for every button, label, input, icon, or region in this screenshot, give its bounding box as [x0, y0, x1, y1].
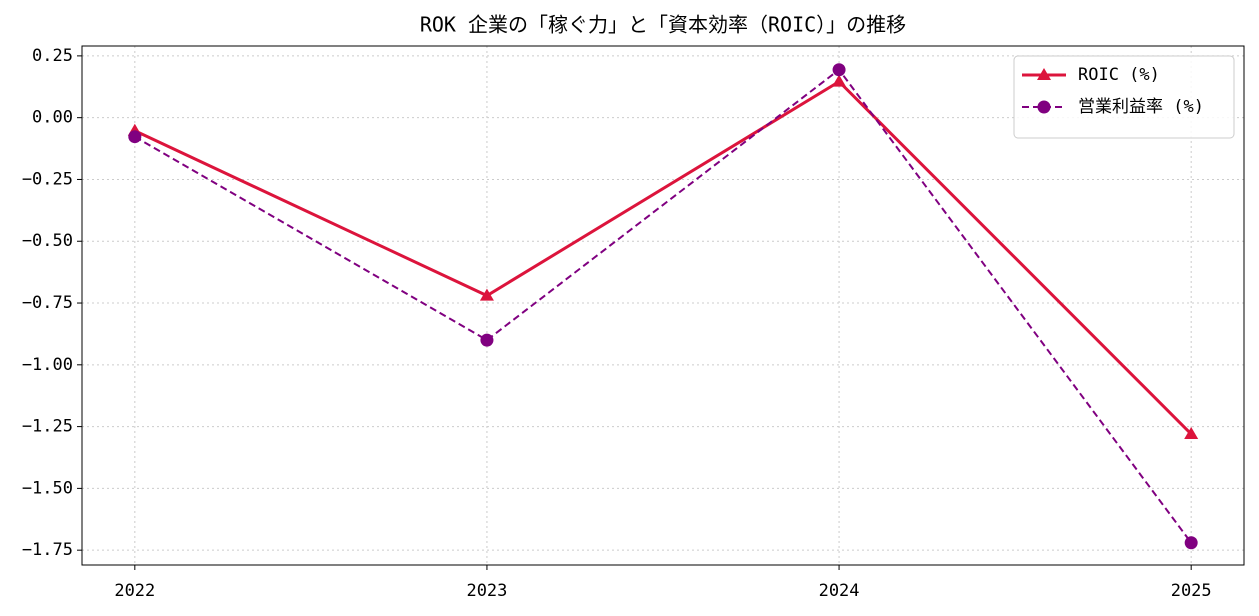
y-tick-label: 0.25 [32, 46, 73, 66]
y-tick-label: −0.75 [22, 293, 73, 313]
y-tick-label: −0.50 [22, 231, 73, 251]
legend-label: ROIC (%) [1078, 65, 1160, 85]
marker [480, 333, 494, 347]
marker [1184, 536, 1198, 550]
legend-box [1013, 55, 1235, 139]
y-tick-label: −0.25 [22, 169, 73, 189]
marker [1037, 68, 1051, 80]
marker [479, 288, 494, 301]
marker [832, 63, 846, 77]
x-tick-label: 2025 [1171, 581, 1212, 601]
y-tick-label: −1.50 [22, 478, 73, 498]
series-line [134, 68, 1192, 544]
y-tick-label: −1.75 [22, 540, 73, 560]
y-tick-label: −1.25 [22, 417, 73, 437]
x-tick-label: 2022 [114, 581, 155, 601]
plot-frame [81, 45, 1245, 566]
y-tick-label: −1.00 [22, 355, 73, 375]
marker [1037, 100, 1051, 114]
x-tick-label: 2024 [819, 581, 860, 601]
marker [832, 74, 847, 87]
marker [1184, 427, 1199, 440]
marker [128, 130, 142, 144]
y-tick-label: 0.00 [32, 108, 73, 128]
series-line [134, 79, 1193, 436]
chart-title: ROK 企業の「稼ぐ力」と「資本効率（ROIC）」の推移 [420, 13, 906, 37]
x-tick-label: 2023 [466, 581, 507, 601]
legend-label: 営業利益率 (%) [1078, 97, 1204, 117]
